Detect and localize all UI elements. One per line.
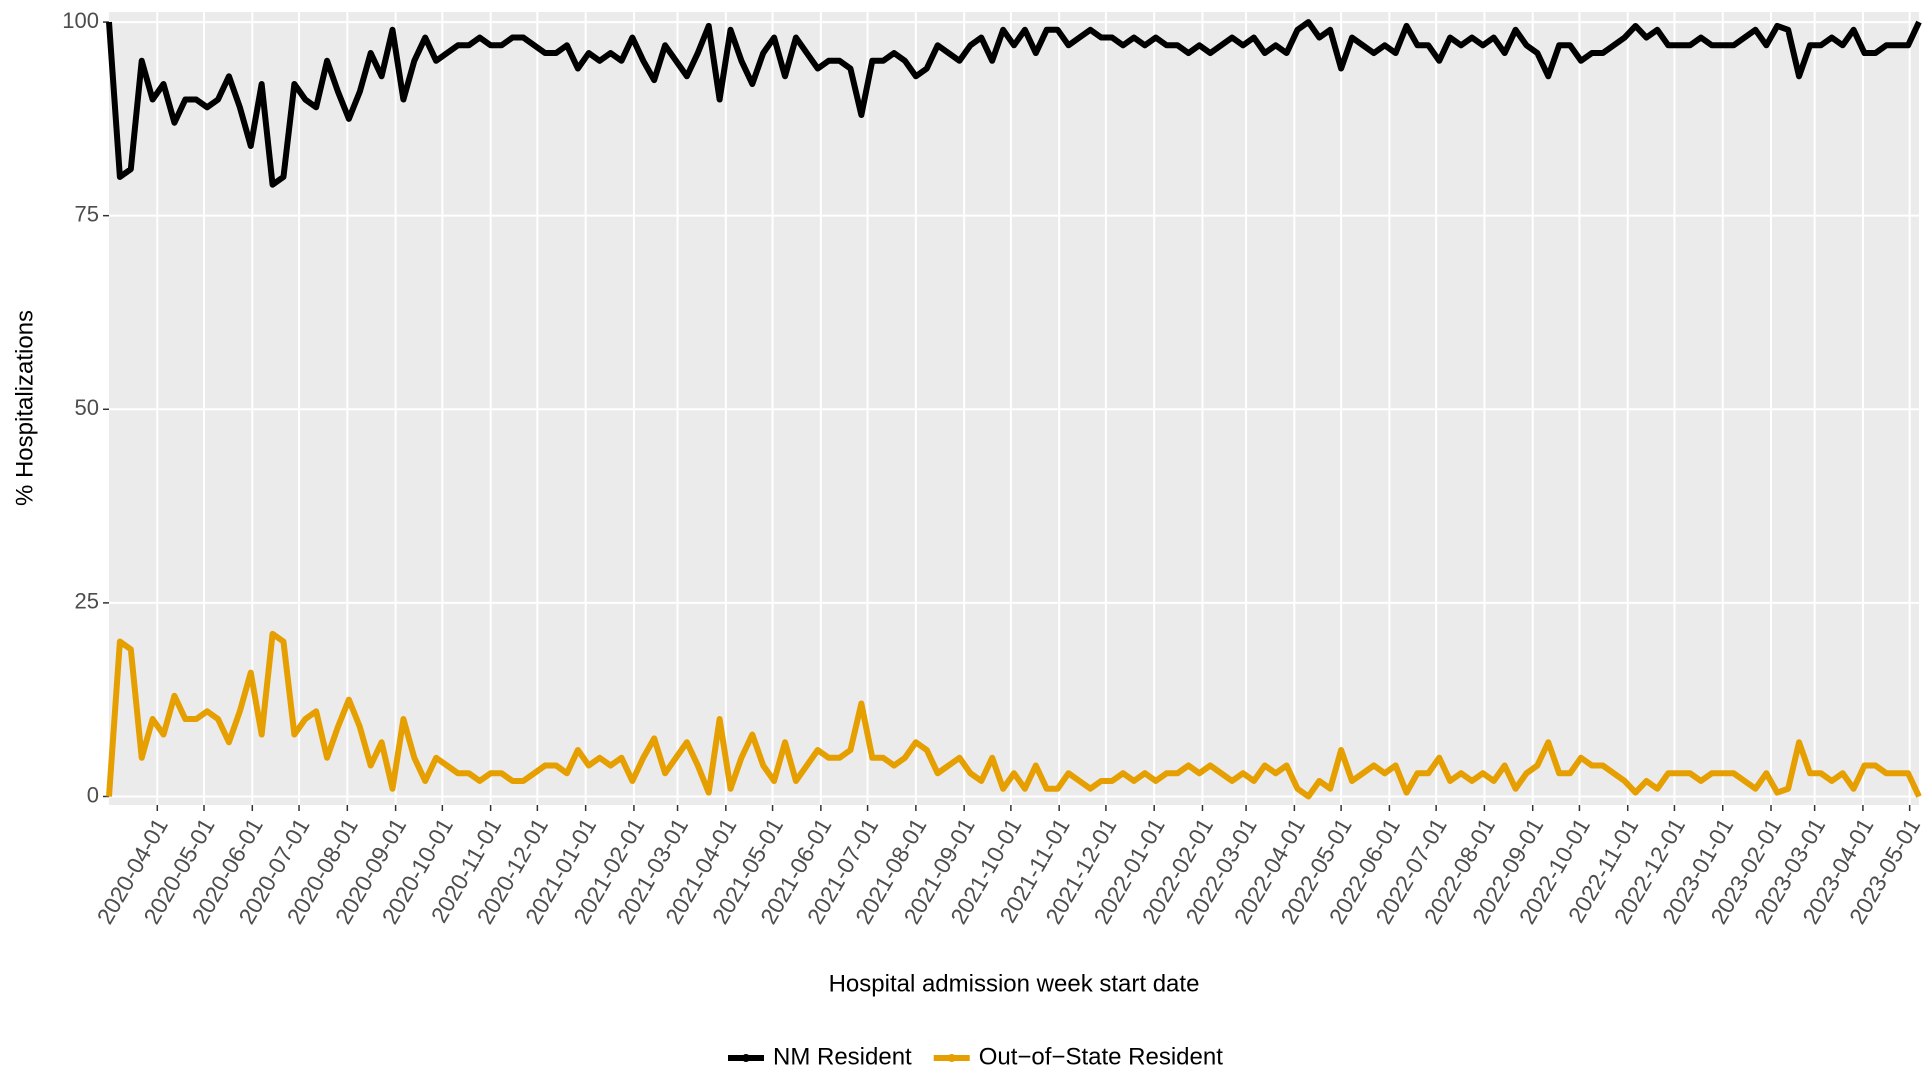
y-tick-label: 75 [75,201,99,226]
y-tick-label: 100 [62,8,99,33]
y-tick-label: 25 [75,589,99,614]
y-tick-label: 0 [87,782,99,807]
legend-label: Out−of−State Resident [979,1043,1223,1070]
y-tick-label: 50 [75,395,99,420]
x-axis-title: Hospital admission week start date [829,970,1200,997]
legend-label: NM Resident [773,1043,912,1070]
legend-key-point [742,1054,750,1062]
y-axis-title: % Hospitalizations [11,310,38,506]
series-line [106,630,1922,800]
legend-key-point [947,1054,956,1062]
series-line [106,19,1922,188]
